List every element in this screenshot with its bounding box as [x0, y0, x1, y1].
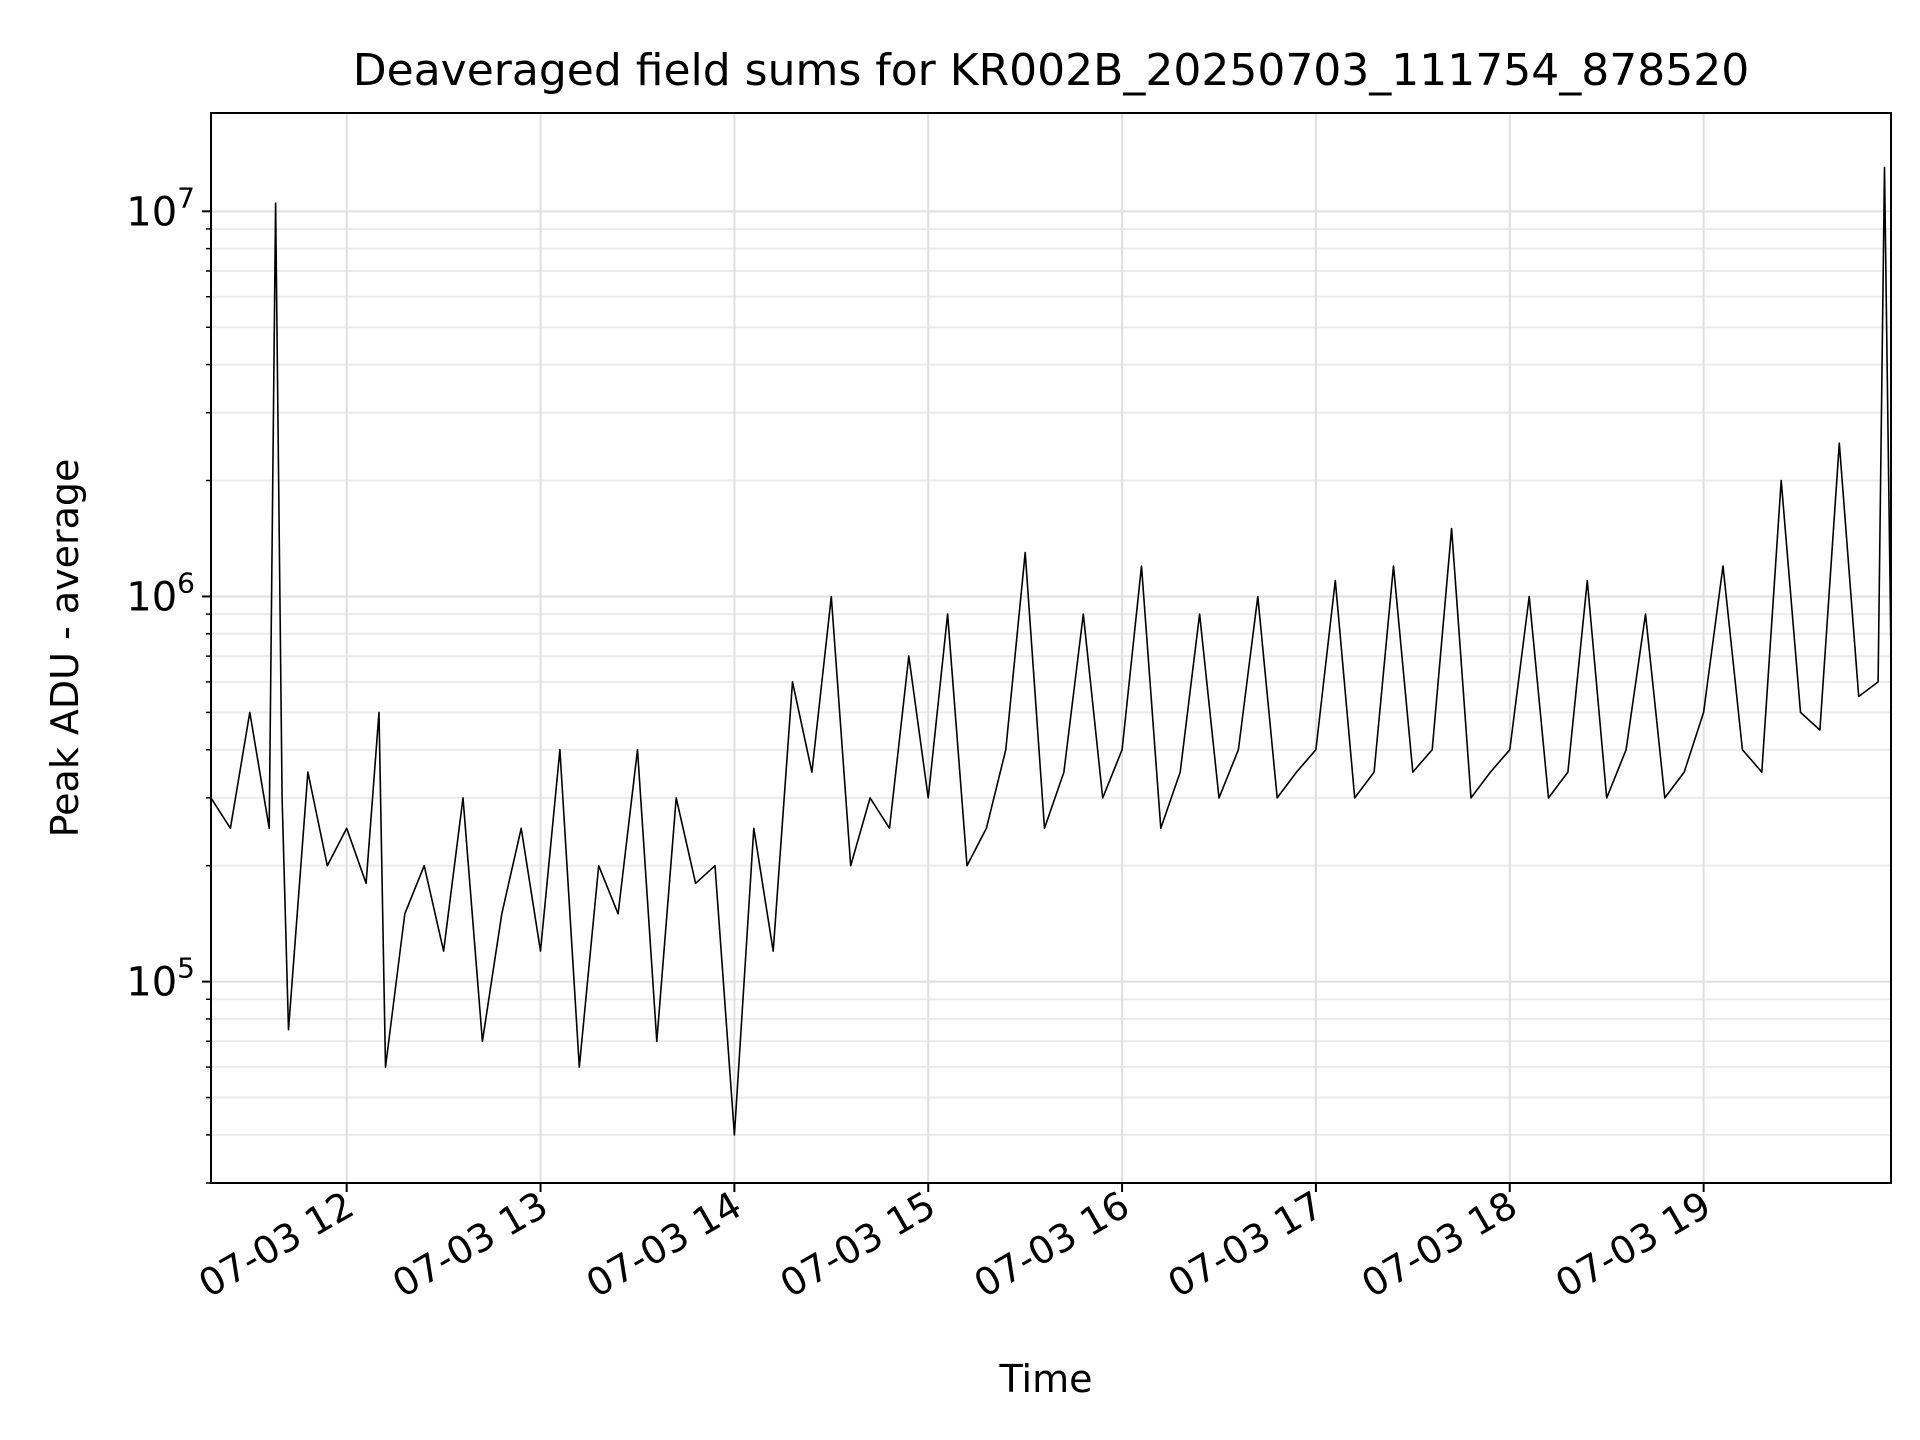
grid-layer	[211, 113, 1891, 1184]
plot-frame	[210, 112, 1892, 1184]
series-layer	[210, 166, 1892, 1136]
y-tick-label: 105	[126, 952, 195, 1006]
series-line	[210, 166, 1892, 1136]
y-tick-label: 106	[126, 566, 195, 620]
y-tick-label: 107	[126, 181, 195, 235]
chart-title: Deaveraged field sums for KR002B_2025070…	[353, 45, 1749, 96]
y-axis-label: Peak ADU - average	[43, 459, 87, 838]
x-axis-label: Time	[999, 1357, 1093, 1401]
